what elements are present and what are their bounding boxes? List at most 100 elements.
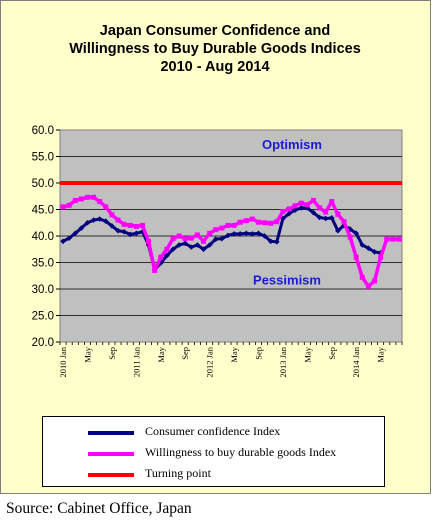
legend-item-consumer-confidence: Consumer confidence Index: [43, 423, 384, 441]
point-consumer-confidence: [274, 239, 280, 245]
point-willingness-to-buy: [121, 221, 127, 227]
point-willingness-to-buy: [219, 225, 225, 231]
point-consumer-confidence: [170, 246, 176, 253]
point-willingness-to-buy: [127, 222, 133, 228]
x-tick-label: May: [376, 346, 386, 362]
point-consumer-confidence: [328, 215, 335, 221]
point-consumer-confidence: [261, 233, 268, 239]
point-willingness-to-buy: [292, 203, 298, 209]
legend-label-turning-point: Turning point: [145, 466, 211, 480]
point-consumer-confidence: [237, 231, 243, 237]
point-consumer-confidence: [72, 230, 79, 237]
y-tick-label: 25.0: [32, 311, 54, 323]
point-willingness-to-buy: [66, 202, 72, 208]
point-consumer-confidence: [176, 242, 182, 248]
point-willingness-to-buy: [262, 220, 268, 226]
point-willingness-to-buy: [347, 234, 353, 240]
point-willingness-to-buy: [365, 283, 371, 289]
point-willingness-to-buy: [384, 236, 390, 242]
point-willingness-to-buy: [72, 197, 78, 203]
title-line-3: 2010 - Aug 2014: [160, 59, 269, 75]
point-willingness-to-buy: [249, 216, 255, 222]
legend-swatch-consumer-confidence: [88, 431, 134, 435]
point-willingness-to-buy: [176, 233, 182, 239]
point-willingness-to-buy: [274, 219, 280, 225]
point-willingness-to-buy: [329, 199, 335, 205]
point-willingness-to-buy: [243, 218, 249, 224]
point-consumer-confidence: [206, 242, 213, 248]
y-tick-label: 35.0: [32, 258, 54, 270]
point-willingness-to-buy: [164, 246, 170, 252]
point-consumer-confidence: [78, 225, 85, 231]
point-consumer-confidence: [96, 216, 103, 222]
point-consumer-confidence: [139, 228, 146, 235]
point-willingness-to-buy: [286, 206, 292, 212]
legend-item-turning-point: Turning point: [43, 465, 384, 483]
legend-item-willingness-to-buy: Willingness to buy durable goods Index: [43, 444, 384, 462]
point-consumer-confidence: [115, 227, 121, 234]
point-willingness-to-buy: [231, 222, 237, 228]
point-willingness-to-buy: [335, 211, 341, 217]
point-willingness-to-buy: [201, 238, 207, 244]
point-willingness-to-buy: [91, 194, 97, 200]
point-willingness-to-buy: [133, 223, 139, 229]
x-tick-label: Sep: [180, 347, 190, 360]
y-tick-label: 55.0: [32, 152, 54, 164]
point-willingness-to-buy: [255, 219, 261, 225]
legend-swatch-willingness-to-buy: [88, 452, 134, 456]
x-tick-label: May: [229, 346, 239, 362]
y-axis-ticks: 20.0 25.0 30.0 35.0 40.0 45.0 50.0 55.0 60.0: [32, 125, 60, 349]
x-tick-label: 2011 Jan: [131, 346, 141, 377]
legend-label-willingness-to-buy: Willingness to buy durable goods Index: [145, 445, 337, 459]
point-consumer-confidence: [286, 210, 292, 217]
point-willingness-to-buy: [396, 236, 402, 242]
point-willingness-to-buy: [109, 212, 115, 218]
point-consumer-confidence: [243, 230, 250, 237]
x-tick-label: May: [156, 346, 166, 362]
point-consumer-confidence: [90, 217, 97, 223]
point-willingness-to-buy: [341, 219, 347, 225]
y-tick-label: 60.0: [32, 125, 54, 137]
x-tick-label: Sep: [107, 347, 117, 360]
point-willingness-to-buy: [84, 194, 90, 200]
point-willingness-to-buy: [268, 220, 274, 226]
point-consumer-confidence: [316, 214, 323, 221]
point-willingness-to-buy: [188, 235, 194, 241]
legend-swatch-turning-point: [88, 473, 134, 477]
chart-title: Japan Consumer Confidence and Willingness…: [69, 23, 361, 75]
point-consumer-confidence: [225, 232, 231, 239]
point-willingness-to-buy: [372, 278, 378, 284]
series-layer: [60, 181, 402, 289]
point-willingness-to-buy: [194, 232, 200, 238]
point-consumer-confidence: [194, 242, 201, 248]
x-tick-label: Sep: [253, 347, 263, 360]
point-willingness-to-buy: [139, 222, 145, 228]
point-consumer-confidence: [133, 230, 140, 237]
point-willingness-to-buy: [378, 254, 384, 260]
point-consumer-confidence: [200, 246, 207, 253]
point-consumer-confidence: [310, 209, 317, 216]
point-consumer-confidence: [219, 235, 225, 242]
point-willingness-to-buy: [359, 274, 365, 280]
x-tick-label: 2013 Jan: [278, 346, 288, 377]
x-axis-ticks: 2010 Jan May Sep 2011 Jan May Sep 2012 Jan May S…: [58, 342, 403, 377]
point-willingness-to-buy: [353, 254, 359, 260]
point-willingness-to-buy: [97, 199, 103, 205]
point-consumer-confidence: [267, 238, 274, 245]
point-willingness-to-buy: [146, 238, 152, 244]
y-tick-label: 20.0: [32, 337, 54, 349]
y-tick-label: 30.0: [32, 284, 54, 296]
x-tick-label: May: [82, 346, 92, 362]
point-consumer-confidence: [121, 228, 127, 235]
point-consumer-confidence: [212, 236, 219, 242]
x-tick-label: 2012 Jan: [205, 346, 215, 377]
point-willingness-to-buy: [310, 197, 316, 203]
legend-label-consumer-confidence: Consumer confidence Index: [145, 424, 281, 438]
point-willingness-to-buy: [158, 254, 164, 260]
y-tick-label: 40.0: [32, 231, 54, 243]
pessimism-label: Pessimism: [253, 272, 321, 287]
point-willingness-to-buy: [304, 202, 310, 208]
point-consumer-confidence: [249, 231, 256, 237]
x-tick-label: May: [302, 346, 312, 362]
source-note: Source: Cabinet Office, Japan: [6, 500, 192, 517]
